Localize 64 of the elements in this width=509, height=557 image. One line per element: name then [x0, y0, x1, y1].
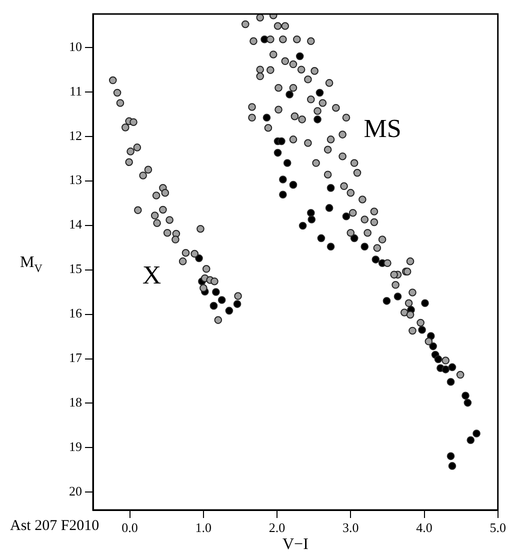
point — [418, 326, 426, 334]
point — [296, 52, 304, 60]
point — [446, 378, 455, 386]
y-tick-label: 12 — [69, 128, 82, 143]
point — [233, 300, 242, 308]
x-tick-label: 3.0 — [342, 520, 359, 536]
point — [462, 392, 470, 400]
annotation: X — [142, 260, 162, 290]
point — [434, 355, 442, 364]
point — [274, 148, 282, 157]
y-tick-label: 19 — [69, 439, 82, 454]
point — [446, 452, 455, 460]
y-tick-label: 10 — [69, 38, 82, 54]
point — [448, 462, 456, 470]
point — [212, 288, 220, 296]
point — [306, 208, 315, 217]
point — [279, 176, 287, 184]
point — [350, 234, 358, 242]
point — [289, 180, 298, 189]
y-tick-label: 18 — [69, 394, 82, 410]
y-tick-label: 11 — [69, 83, 82, 98]
point — [360, 242, 369, 251]
y-tick-label: 17 — [69, 350, 82, 366]
x-tick-label: 5.0 — [490, 520, 506, 536]
point — [325, 204, 334, 212]
point — [472, 430, 480, 438]
point — [262, 114, 271, 122]
point — [279, 190, 287, 199]
point — [372, 256, 380, 264]
point — [195, 254, 203, 262]
x-tick-label: 1.0 — [195, 520, 212, 536]
annotation: MS — [364, 114, 402, 144]
point — [466, 436, 475, 444]
point — [298, 222, 307, 230]
x-axis-title: V−I — [282, 536, 308, 553]
point — [442, 366, 450, 374]
y-tick-label: 14 — [69, 216, 82, 232]
point — [308, 216, 316, 224]
point — [225, 306, 234, 315]
point — [317, 234, 326, 242]
point — [278, 137, 286, 146]
point — [448, 363, 456, 372]
point — [342, 212, 350, 220]
point — [218, 296, 226, 304]
point — [314, 116, 322, 124]
point — [382, 297, 391, 305]
point — [286, 90, 294, 98]
y-tick-label: 20 — [69, 484, 82, 499]
point — [210, 302, 218, 310]
point — [326, 184, 335, 192]
x-tick-label: 4.0 — [416, 520, 432, 536]
point — [429, 342, 437, 350]
point — [283, 159, 292, 167]
point — [394, 292, 402, 300]
x-tick-label: 0.0 — [122, 520, 138, 536]
y-tick-label: 13 — [69, 172, 82, 188]
point — [326, 242, 335, 251]
point — [464, 398, 472, 407]
x-tick-label: 2.0 — [268, 520, 286, 536]
point — [421, 299, 429, 308]
y-tick-label: 16 — [69, 306, 82, 321]
y-tick-label: 15 — [69, 261, 82, 276]
point — [316, 88, 324, 97]
text: Ast 207 F2010 — [10, 518, 100, 534]
